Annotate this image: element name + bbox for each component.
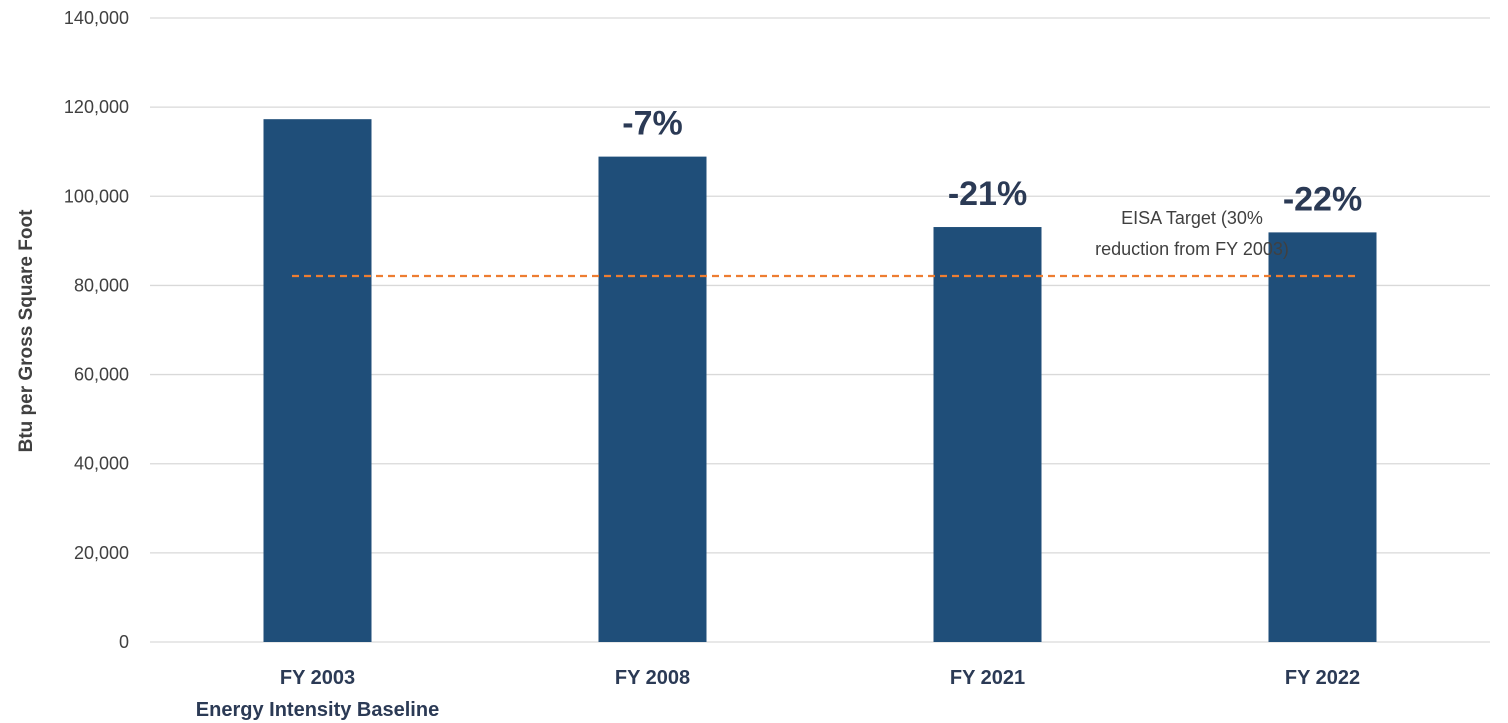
eisa-target-label: reduction from FY 2003) xyxy=(1095,239,1289,259)
y-tick-label: 20,000 xyxy=(74,543,129,563)
bar xyxy=(1268,232,1377,643)
data-labels: -7% -21% -22% xyxy=(622,105,1362,219)
x-tick-label: FY 2003 xyxy=(280,667,355,689)
x-tick-label: FY 2022 xyxy=(1285,667,1360,689)
y-tick-label: 140,000 xyxy=(64,8,129,28)
x-axis-categories: FY 2003 Energy Intensity Baseline FY 2008 F… xyxy=(196,667,1360,721)
bar xyxy=(598,156,707,643)
target-line-group: EISA Target (30% reduction from FY 2003) xyxy=(292,208,1355,278)
eisa-target-label: EISA Target (30% xyxy=(1121,208,1263,228)
y-tick-label: 120,000 xyxy=(64,97,129,117)
bar xyxy=(263,119,372,643)
x-tick-label: FY 2008 xyxy=(615,667,690,689)
y-tick-label: 80,000 xyxy=(74,275,129,295)
y-tick-label: 60,000 xyxy=(74,365,129,385)
gridlines xyxy=(150,17,1490,643)
percent-change-label: -22% xyxy=(1283,180,1362,218)
y-tick-label: 100,000 xyxy=(64,186,129,206)
bars xyxy=(263,119,1377,643)
percent-change-label: -21% xyxy=(948,175,1027,213)
y-axis-ticks: 0 20,000 40,000 60,000 80,000 100,000 120,000 1… xyxy=(64,8,129,652)
y-axis-title: Btu per Gross Square Foot xyxy=(16,209,37,452)
bar xyxy=(933,227,1042,643)
percent-change-label: -7% xyxy=(622,105,682,143)
y-tick-label: 0 xyxy=(119,632,129,652)
y-tick-label: 40,000 xyxy=(74,454,129,474)
x-tick-label: FY 2021 xyxy=(950,667,1025,689)
x-tick-sublabel: Energy Intensity Baseline xyxy=(196,699,439,721)
